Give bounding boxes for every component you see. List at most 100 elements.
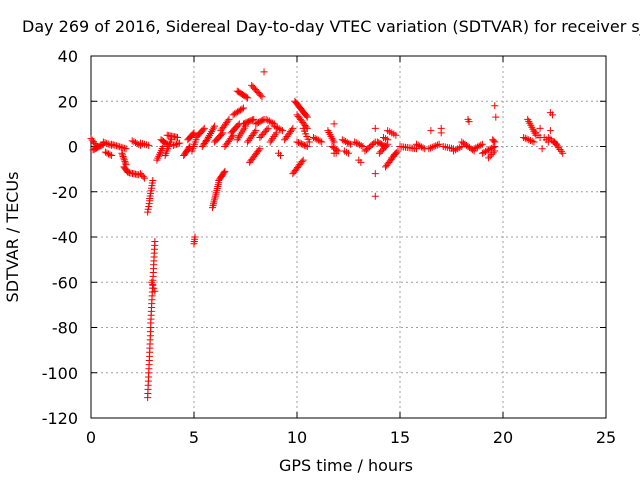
- data-point: [238, 105, 246, 113]
- data-point: [267, 136, 275, 144]
- grid-lines: [91, 56, 606, 418]
- data-point: [103, 149, 111, 157]
- data-point: [298, 158, 306, 166]
- data-point: [338, 136, 346, 144]
- data-point: [169, 141, 177, 149]
- data-point: [250, 115, 258, 123]
- data-point: [392, 149, 400, 157]
- data-point: [318, 138, 326, 146]
- data-point: [485, 154, 493, 162]
- data-point: [435, 140, 443, 148]
- data-point: [272, 129, 280, 137]
- axis-ticks: 0 5 10 15 20 25 40 20 0 -20 -40 -60 -80 -100 -120: [42, 47, 616, 447]
- data-point: [491, 138, 499, 146]
- data-point: [99, 138, 107, 146]
- data-point: [256, 145, 264, 153]
- data-point: [244, 94, 252, 102]
- data-point: [174, 140, 182, 148]
- data-point: [120, 156, 128, 164]
- data-point: [174, 133, 182, 141]
- data-point: [128, 137, 136, 145]
- data-point: [269, 119, 277, 127]
- x-tick-label: 25: [596, 428, 616, 447]
- y-tick-label: -80: [52, 319, 78, 338]
- data-point: [289, 124, 297, 132]
- x-tick-label: 5: [189, 428, 199, 447]
- data-point: [105, 150, 113, 158]
- data-point: [330, 138, 338, 146]
- data-point: [340, 137, 348, 145]
- data-point: [428, 143, 436, 151]
- y-tick-label: -120: [42, 409, 78, 428]
- data-point: [303, 113, 311, 121]
- data-point: [172, 140, 180, 148]
- x-tick-label: 15: [390, 428, 410, 447]
- data-point: [264, 116, 272, 124]
- data-point: [149, 176, 157, 184]
- data-point: [200, 124, 208, 132]
- data-point: [521, 134, 529, 142]
- y-tick-label: -60: [52, 273, 78, 292]
- data-point: [145, 141, 153, 149]
- data-point: [481, 148, 489, 156]
- data-point: [332, 149, 340, 157]
- plot-frame: [90, 55, 607, 419]
- data-point: [371, 192, 379, 200]
- data-point: [225, 115, 233, 123]
- data-point: [299, 141, 307, 149]
- data-point: [478, 149, 486, 157]
- data-point: [309, 133, 317, 141]
- data-point: [530, 138, 538, 146]
- data-point: [220, 169, 228, 177]
- data-point: [342, 138, 350, 146]
- data-point: [391, 150, 399, 158]
- data-point: [121, 157, 129, 165]
- data-point: [103, 139, 111, 147]
- data-point: [252, 127, 260, 135]
- data-point: [211, 122, 219, 130]
- data-point: [473, 143, 481, 151]
- data-point: [414, 141, 422, 149]
- data-point: [389, 152, 397, 160]
- data-point: [427, 144, 435, 152]
- data-point: [371, 170, 379, 178]
- data-point: [118, 149, 126, 157]
- data-point: [293, 138, 301, 146]
- data-point: [242, 93, 250, 101]
- y-tick-label: -100: [42, 364, 78, 383]
- data-point: [488, 150, 496, 158]
- data-point: [248, 116, 256, 124]
- data-point: [267, 118, 275, 126]
- data-point: [303, 143, 311, 150]
- x-tick-label: 0: [86, 428, 96, 447]
- data-point: [351, 138, 359, 146]
- data-point: [425, 145, 433, 153]
- data-point: [472, 144, 480, 152]
- data-point: [269, 134, 277, 142]
- data-point: [108, 140, 116, 148]
- data-point: [224, 117, 232, 125]
- data-point: [294, 139, 302, 147]
- data-point: [486, 152, 494, 160]
- data-point: [139, 173, 147, 181]
- data-point: [485, 146, 493, 154]
- data-point: [343, 138, 351, 146]
- data-point: [272, 123, 280, 131]
- data-point: [288, 126, 296, 134]
- data-point: [489, 149, 497, 157]
- x-axis-label: GPS time / hours: [279, 456, 413, 475]
- data-point: [221, 167, 229, 175]
- data-point: [417, 143, 425, 151]
- data-point: [263, 126, 271, 134]
- y-tick-label: -20: [52, 183, 78, 202]
- data-point: [480, 148, 488, 156]
- data-point: [119, 153, 127, 161]
- data-point: [270, 122, 278, 130]
- data-point: [101, 148, 109, 156]
- data-point: [101, 139, 109, 147]
- data-point: [130, 138, 138, 146]
- data-point: [313, 135, 321, 143]
- data-point: [176, 139, 184, 147]
- data-point: [190, 129, 198, 137]
- data-point: [189, 130, 197, 138]
